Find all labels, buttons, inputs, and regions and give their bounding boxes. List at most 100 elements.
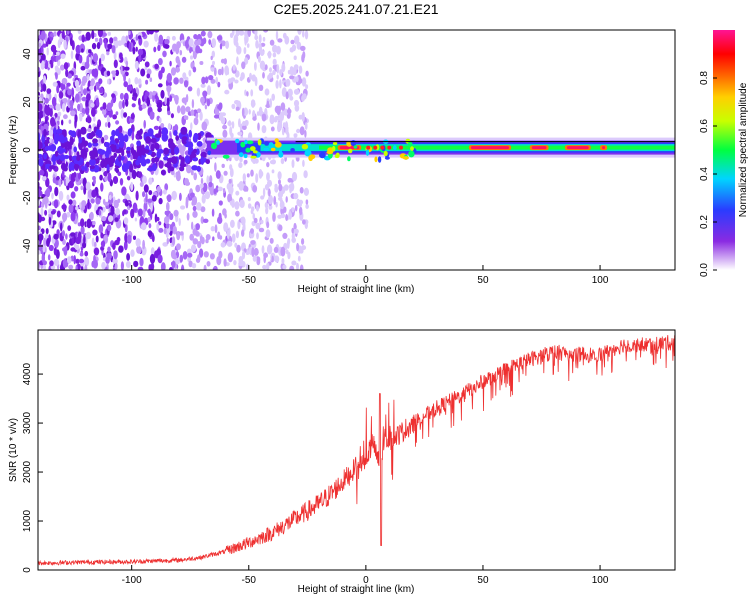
noise-blob	[213, 188, 217, 195]
noise-blob	[266, 221, 270, 229]
noise-blob	[83, 88, 87, 96]
carrier-speckle	[235, 138, 240, 144]
noise-blob	[75, 237, 81, 245]
noise-blob	[249, 72, 252, 81]
noise-blob	[92, 259, 98, 269]
noise-blob	[181, 56, 187, 63]
noise-blob	[126, 234, 132, 244]
noise-blob	[268, 204, 273, 210]
noise-blob	[115, 111, 119, 116]
noise-blob	[252, 255, 257, 262]
noise-blob	[123, 134, 129, 143]
noise-blob	[162, 50, 167, 58]
noise-blob	[86, 93, 91, 101]
carrier-speckle	[383, 150, 388, 157]
spectrogram-y-tick-label: -40	[22, 238, 33, 253]
noise-blob	[106, 164, 110, 171]
noise-blob	[50, 210, 56, 215]
noise-blob	[146, 68, 152, 76]
noise-blob	[293, 133, 298, 138]
noise-blob	[187, 86, 193, 92]
noise-blob	[270, 126, 275, 132]
noise-blob	[188, 38, 194, 47]
noise-blob	[302, 219, 306, 225]
noise-blob	[54, 150, 59, 157]
noise-blob	[220, 40, 226, 47]
noise-blob	[41, 53, 46, 61]
noise-blob	[112, 114, 117, 120]
noise-blob	[233, 36, 237, 46]
noise-blob	[123, 81, 128, 88]
noise-blob	[59, 148, 67, 153]
noise-blob	[106, 102, 112, 112]
noise-blob	[247, 203, 252, 209]
snr-x-tick-label: -50	[242, 575, 257, 586]
noise-blob	[125, 35, 129, 42]
carrier-hot-core	[566, 146, 589, 150]
noise-blob	[91, 30, 95, 40]
noise-blob	[186, 212, 190, 221]
noise-blob	[164, 39, 170, 45]
noise-blob	[157, 44, 161, 52]
noise-blob	[158, 160, 164, 169]
carrier-speckle	[407, 141, 413, 147]
carrier-speckle	[301, 143, 309, 150]
noise-blob	[275, 30, 279, 41]
noise-blob	[84, 256, 90, 267]
noise-blob	[166, 97, 170, 108]
spectrogram-y-tick-label: -20	[22, 190, 33, 205]
noise-blob	[273, 246, 279, 253]
noise-blob	[139, 181, 144, 187]
noise-blob	[66, 30, 70, 35]
noise-blob	[194, 239, 197, 245]
noise-blob	[99, 174, 103, 181]
noise-blob	[281, 258, 285, 265]
noise-blob	[277, 38, 283, 43]
noise-blob	[80, 148, 87, 157]
noise-blob	[100, 53, 105, 62]
noise-blob	[106, 252, 112, 260]
noise-blob	[184, 181, 191, 186]
noise-blob	[139, 128, 143, 135]
noise-blob	[49, 260, 54, 267]
noise-blob	[91, 107, 96, 117]
noise-blob	[254, 34, 259, 41]
noise-blob	[192, 148, 198, 154]
noise-blob	[266, 100, 270, 108]
noise-blob	[175, 259, 180, 265]
noise-blob	[95, 235, 99, 243]
colorbar: 0.0 0.2 0.4 0.6 0.8 Normalized spectral ampl…	[699, 30, 749, 277]
noise-blob	[100, 240, 106, 248]
noise-blob	[276, 64, 280, 74]
noise-blob	[176, 105, 181, 114]
noise-blob	[130, 208, 135, 219]
noise-blob	[271, 93, 276, 102]
noise-blob	[212, 236, 215, 241]
noise-blob	[219, 43, 223, 50]
noise-blob	[301, 238, 305, 245]
noise-blob	[147, 216, 151, 222]
noise-blob	[293, 223, 297, 228]
noise-blob	[296, 262, 299, 270]
noise-blob	[241, 250, 246, 260]
noise-blob	[214, 224, 218, 234]
noise-blob	[212, 60, 215, 66]
noise-blob	[87, 188, 93, 199]
noise-blob	[203, 264, 207, 270]
noise-blob	[297, 255, 301, 262]
noise-blob	[98, 57, 102, 67]
noise-blob	[86, 116, 92, 124]
noise-blob	[120, 109, 125, 119]
carrier-speckle	[290, 148, 295, 153]
noise-blob	[255, 222, 261, 230]
noise-blob	[52, 177, 57, 184]
snr-x-tick-label: 0	[363, 575, 369, 586]
noise-blob	[228, 178, 232, 184]
noise-blob	[135, 190, 139, 201]
noise-blob	[166, 202, 170, 212]
noise-blob	[97, 129, 103, 138]
noise-blob	[50, 44, 57, 53]
noise-blob	[179, 77, 184, 84]
noise-blob	[235, 190, 240, 196]
noise-blob	[187, 252, 193, 258]
